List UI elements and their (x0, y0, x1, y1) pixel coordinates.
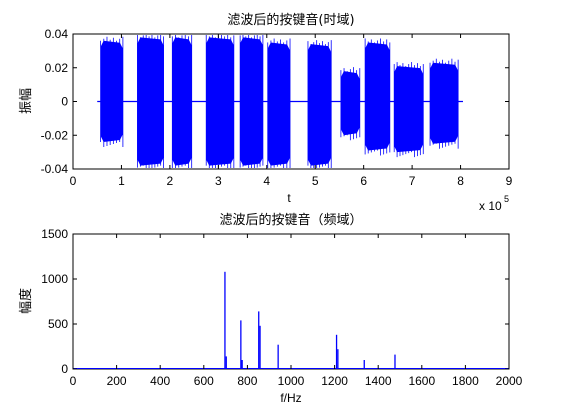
time-x-tick-label: 5 (312, 174, 319, 188)
time-x-tick-label: 0 (70, 174, 77, 188)
freq-y-tick-label: 500 (48, 317, 68, 331)
time-y-ticks: -0.04 -0.02 0 0.02 0.04 (41, 27, 509, 176)
time-x-exponent-label: x 10 (479, 199, 502, 213)
time-x-tick-label: 8 (457, 174, 464, 188)
freq-y-tick-label: 0 (61, 362, 68, 376)
time-burst (137, 37, 164, 166)
freq-x-tick-label: 800 (237, 374, 257, 388)
time-burst (100, 40, 123, 142)
freq-y-label: 幅度 (18, 288, 34, 314)
freq-y-tick-label: 1500 (41, 227, 68, 241)
freq-x-tick-label: 200 (107, 374, 127, 388)
time-y-label: 振幅 (19, 88, 34, 114)
freq-y-tick-label: 1000 (41, 272, 68, 286)
time-burst (206, 37, 234, 166)
time-plot-title: 滤波后的按键音(时域) (227, 12, 354, 28)
time-x-tick-label: 9 (506, 174, 513, 188)
freq-x-tick-label: 600 (194, 374, 214, 388)
freq-x-tick-label: 1800 (452, 374, 479, 388)
time-burst (430, 62, 459, 144)
time-y-tick-label: -0.02 (41, 128, 69, 142)
time-y-tick-label: 0.02 (45, 61, 69, 75)
time-x-tick-label: 4 (263, 174, 270, 188)
frequency-domain-plot: 0 200 400 600 800 1000 1200 1400 1600 1800 2000 0 5… (18, 212, 523, 405)
time-y-tick-label: 0 (61, 95, 68, 109)
time-x-label: t (287, 191, 291, 205)
time-y-tick-label: 0.04 (45, 27, 69, 41)
time-y-tick-label: -0.04 (41, 162, 69, 176)
freq-x-ticks: 0 200 400 600 800 1000 1200 1400 1600 1800 2000 (70, 234, 523, 388)
time-x-ticks: 0 1 2 3 4 5 6 7 8 9 (70, 34, 513, 188)
freq-x-tick-label: 0 (70, 374, 77, 388)
time-x-tick-label: 1 (118, 174, 125, 188)
freq-plot-frame (72, 233, 510, 370)
time-x-tick-label: 2 (167, 174, 174, 188)
time-x-exponent-power: 5 (504, 194, 509, 204)
freq-x-tick-label: 1000 (278, 374, 305, 388)
freq-x-tick-label: 1400 (365, 374, 392, 388)
time-x-tick-label: 7 (409, 174, 416, 188)
freq-x-tick-label: 1600 (408, 374, 435, 388)
freq-x-tick-label: 2000 (496, 374, 523, 388)
freq-y-ticks: 0 500 1000 1500 (41, 227, 509, 376)
time-domain-plot: 0 1 2 3 4 5 6 7 8 9 -0.04 -0.02 0 0.02 0.04 滤波后的按键音(时… (19, 12, 513, 213)
time-x-tick-label: 6 (360, 174, 367, 188)
freq-x-tick-label: 400 (150, 374, 170, 388)
time-x-tick-label: 3 (215, 174, 222, 188)
freq-plot-title: 滤波后的按键音（频域） (219, 212, 362, 228)
time-burst (267, 42, 291, 166)
time-signal-series (97, 35, 463, 168)
freq-x-label: f/Hz (280, 391, 301, 405)
freq-x-tick-label: 1200 (321, 374, 348, 388)
